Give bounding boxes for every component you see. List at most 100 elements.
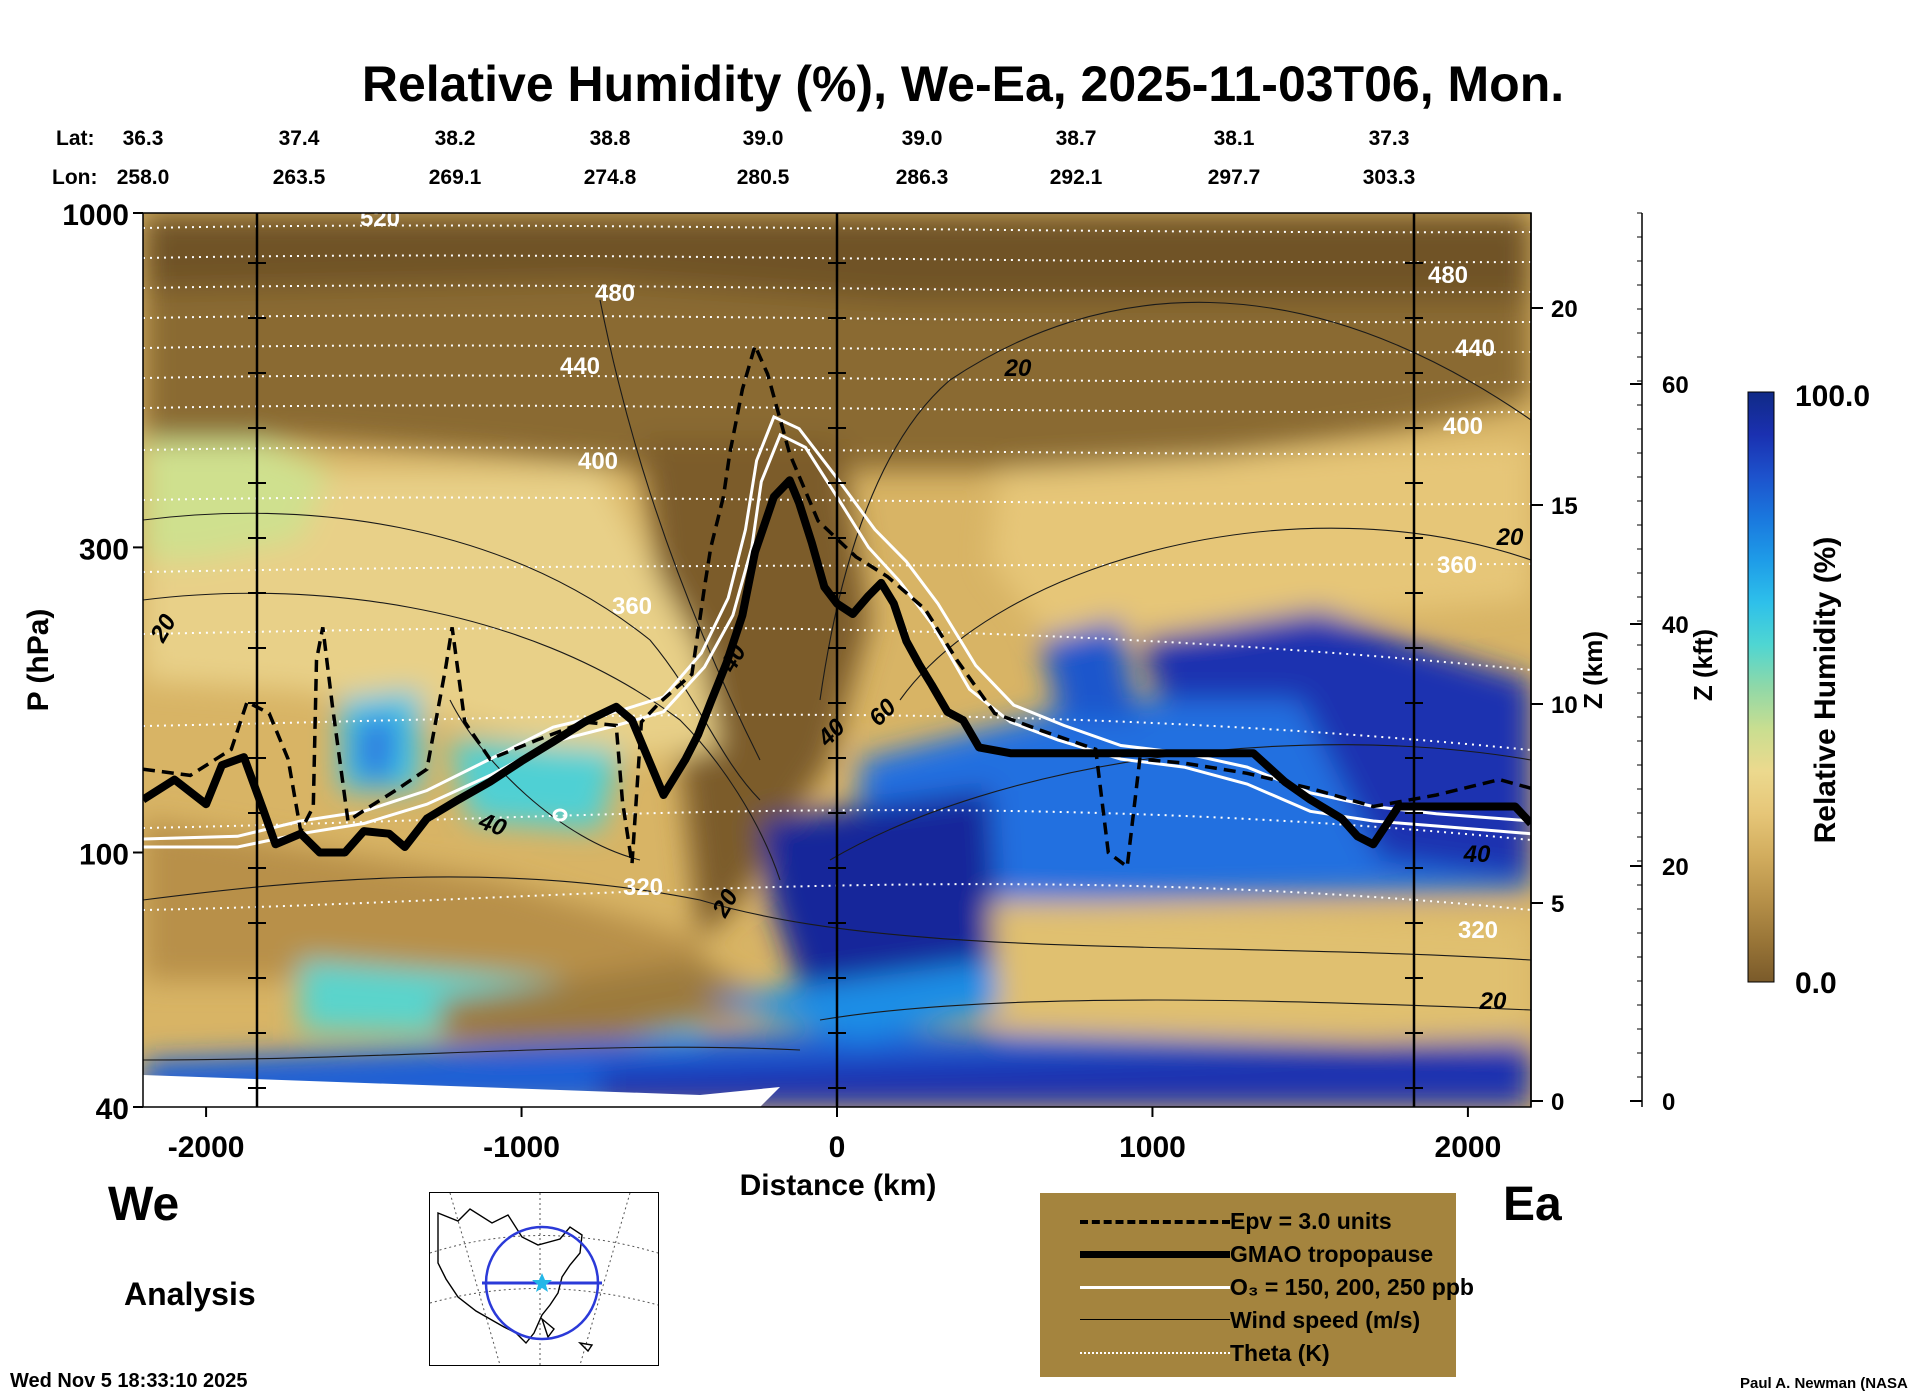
x-tick-label: -2000 (168, 1131, 245, 1164)
lat-value: 37.4 (278, 127, 320, 150)
rh-dry-low-center (440, 960, 780, 1050)
wind-contour (819, 999, 1531, 1021)
lat-value: 38.7 (1055, 127, 1097, 150)
theta-label: 400 (1443, 413, 1483, 440)
z-kft-tick-label: 20 (1662, 854, 1689, 881)
lon-value: 258.0 (116, 166, 170, 189)
legend-label-tropopause: GMAO tropopause (1230, 1241, 1434, 1267)
theta-line (143, 404, 1531, 414)
ozone-contour (143, 414, 1531, 841)
rh-darkblue-surface (600, 1040, 1531, 1107)
theta-label: 480 (1428, 262, 1468, 289)
legend-item-wind: Wind speed (m/s) (1040, 1304, 1456, 1336)
lat-value: 38.8 (589, 127, 631, 150)
wind-label: 20 (1004, 355, 1032, 382)
theta-label: 320 (1458, 917, 1498, 944)
z-km-axis-label: Z (km) (1578, 631, 1608, 709)
lat-value: 39.0 (742, 127, 784, 150)
legend-item-tropopause: GMAO tropopause (1040, 1238, 1456, 1270)
small-ozone-loop (552, 808, 568, 822)
z-kft-axis-label: Z (kft) (1688, 629, 1718, 701)
y-axis-label: P (hPa) (22, 609, 55, 712)
theta-label: 480 (595, 280, 635, 307)
rh-tan-east-upper (990, 440, 1531, 640)
legend-label-ozone: O₃ = 150, 200, 250 ppb (1230, 1274, 1474, 1300)
theta-line (143, 883, 1531, 911)
legend-label-epv: Epv = 3.0 units (1230, 1208, 1392, 1234)
theta-line (143, 224, 1531, 234)
colorbar (1747, 391, 1775, 983)
theta-contours (143, 224, 1531, 911)
epv-contours (143, 340, 1531, 871)
wind-contour (449, 699, 641, 861)
z-km-tick-label: 0 (1551, 1089, 1564, 1116)
theta-label: 400 (578, 448, 618, 475)
wind-label: 20 (1496, 524, 1524, 551)
wind-contour (143, 876, 1531, 961)
legend-swatch-theta (1080, 1352, 1230, 1354)
analysis-label: Analysis (124, 1276, 256, 1312)
wind-label: 20 (1479, 988, 1507, 1015)
ozone-contour (143, 432, 1531, 849)
locator-map (429, 1192, 659, 1366)
theta-line (143, 496, 1531, 506)
map-center-star (532, 1273, 552, 1292)
colorbar-label: Relative Humidity (%) (1809, 537, 1842, 844)
wind-contour (819, 301, 1531, 701)
lat-value: 39.0 (901, 127, 943, 150)
legend-label-theta: Theta (K) (1230, 1340, 1330, 1366)
lon-label: Lon: (52, 166, 98, 189)
theta-line (143, 344, 1531, 354)
theta-label: 520 (360, 205, 400, 232)
lon-value: 280.5 (736, 166, 790, 189)
legend-swatch-ozone (1080, 1286, 1230, 1289)
rh-tan-east-low (990, 900, 1531, 1040)
lon-value: 292.1 (1049, 166, 1103, 189)
colorbar-max-label: 100.0 (1795, 380, 1870, 413)
theta-line (143, 809, 1531, 841)
theta-label: 440 (560, 353, 600, 380)
theta-line (143, 446, 1531, 456)
theta-line (143, 563, 1531, 573)
missing-data-white (143, 1075, 780, 1107)
legend-item-epv: Epv = 3.0 units (1040, 1205, 1456, 1237)
wind-label: 40 (1463, 841, 1491, 868)
x-tick-label: 2000 (1435, 1131, 1502, 1164)
theta-line (143, 374, 1531, 384)
rh-blue-west-1 (355, 715, 400, 780)
rh-darkblue-center (760, 790, 1000, 1000)
y-tick-label: 40 (96, 1093, 129, 1126)
wind-contours (143, 299, 1531, 1061)
x-tick-label: 0 (829, 1131, 846, 1164)
legend-item-theta: Theta (K) (1040, 1337, 1456, 1369)
z-kft-tick-label: 0 (1662, 1089, 1675, 1116)
x-tick-label: 1000 (1119, 1131, 1186, 1164)
section-marker-line (1405, 213, 1423, 1107)
y-tick-label: 300 (79, 533, 129, 566)
theta-label: 360 (612, 593, 652, 620)
wind-contour (143, 1046, 801, 1061)
lon-value: 286.3 (895, 166, 949, 189)
map-coastline (437, 1208, 594, 1353)
rh-dry-intrusion (640, 440, 870, 940)
lon-value: 274.8 (583, 166, 637, 189)
lat-label: Lat: (56, 127, 95, 150)
lon-value: 297.7 (1207, 166, 1261, 189)
wind-contour (143, 592, 781, 881)
colorbar-min-label: 0.0 (1795, 967, 1837, 1000)
chart-title: Relative Humidity (%), We-Ea, 2025-11-03… (361, 56, 1565, 112)
z-km-tick-label: 15 (1551, 493, 1578, 520)
epv-contour (143, 340, 1531, 871)
section-marker-line (828, 213, 846, 1107)
ozone-contours (143, 414, 1531, 849)
theta-line (143, 284, 1531, 294)
lat-value: 36.3 (122, 127, 164, 150)
theta-line (143, 314, 1531, 324)
wind-contour (829, 744, 1531, 861)
lat-value: 38.2 (434, 127, 476, 150)
rh-greenish-west (143, 440, 330, 560)
y-tick-label: 1000 (62, 199, 129, 232)
wind-contour (143, 512, 761, 801)
legend-item-ozone: O₃ = 150, 200, 250 ppb (1040, 1271, 1474, 1303)
